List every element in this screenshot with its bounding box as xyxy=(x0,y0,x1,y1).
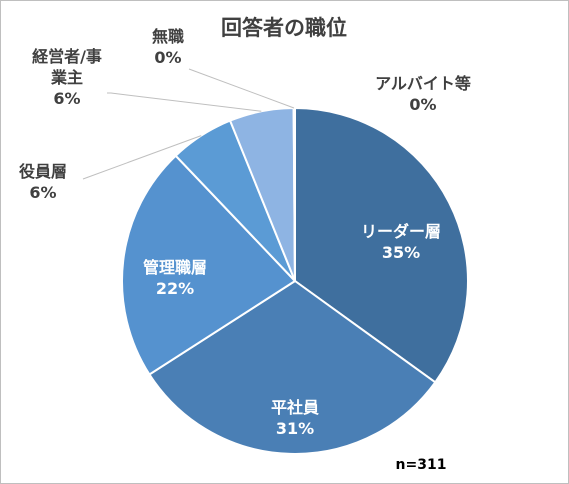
slice-category-label: リーダー層 xyxy=(361,222,441,241)
pie-slice xyxy=(148,279,437,455)
pie-slice xyxy=(121,154,297,376)
leader-line xyxy=(107,92,262,112)
slice-category-label: アルバイト等 xyxy=(375,74,471,93)
slice-category-label: 経営者/事 xyxy=(32,47,102,66)
leader-line xyxy=(188,68,295,109)
slice-percent-label: 22% xyxy=(156,279,194,298)
slice-category-label: 平社員 xyxy=(271,398,319,417)
slice-category-label: 無職 xyxy=(152,27,184,46)
slice-percent-label: 6% xyxy=(29,183,56,202)
slice-percent-label: 6% xyxy=(53,89,80,108)
slice-percent-label: 0% xyxy=(409,95,436,114)
pie-slice xyxy=(294,106,469,384)
sample-size-annotation: n=311 xyxy=(396,457,447,473)
slice-percent-label: 31% xyxy=(276,419,314,438)
chart-title: 回答者の職位 xyxy=(221,16,347,40)
slice-percent-label: 0% xyxy=(154,48,181,67)
slice-category-label: 役員層 xyxy=(19,162,67,181)
slice-percent-label: 35% xyxy=(382,243,420,262)
leader-line xyxy=(82,135,202,180)
slice-category-label: 管理職層 xyxy=(143,258,207,277)
pie-slice xyxy=(293,106,296,282)
slice-category-label: 業主 xyxy=(50,68,83,87)
